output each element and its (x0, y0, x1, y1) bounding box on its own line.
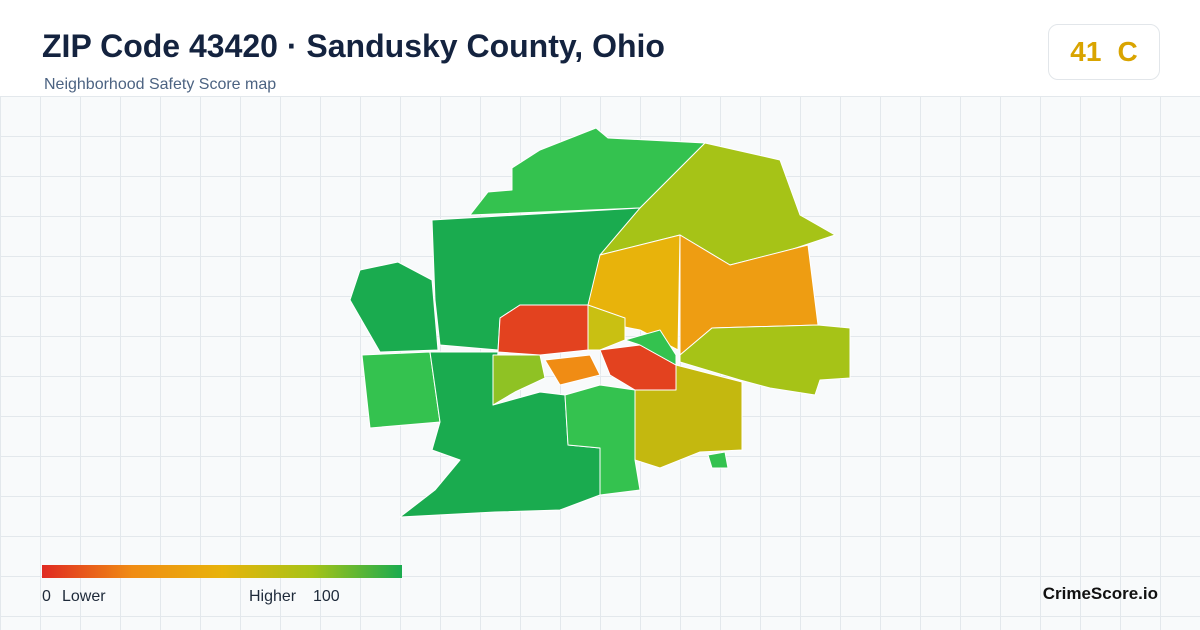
score-grade: C (1117, 36, 1138, 67)
region (399, 351, 601, 518)
region (492, 354, 546, 406)
legend-min-label: Lower (62, 588, 106, 605)
legend-max-label: Higher (249, 588, 297, 605)
legend-max: 100 (313, 588, 340, 605)
header (0, 0, 1200, 96)
region (469, 127, 706, 216)
region (497, 304, 589, 356)
brand: CrimeScore.io (1042, 584, 1158, 603)
region (361, 351, 441, 429)
score-value: 41 (1070, 36, 1102, 67)
region (564, 384, 641, 496)
legend-min: 0 (42, 588, 51, 605)
score-badge: 41 C (1048, 24, 1160, 80)
region (587, 304, 626, 351)
region (544, 354, 601, 386)
title: ZIP Code 43420 · Sandusky County, Ohio (42, 28, 665, 64)
region (679, 324, 851, 396)
region (349, 261, 439, 353)
region (634, 364, 743, 469)
region (624, 329, 677, 366)
legend-gradient (42, 565, 402, 578)
region (707, 451, 729, 469)
subtitle: Neighborhood Safety Score map (44, 76, 277, 93)
